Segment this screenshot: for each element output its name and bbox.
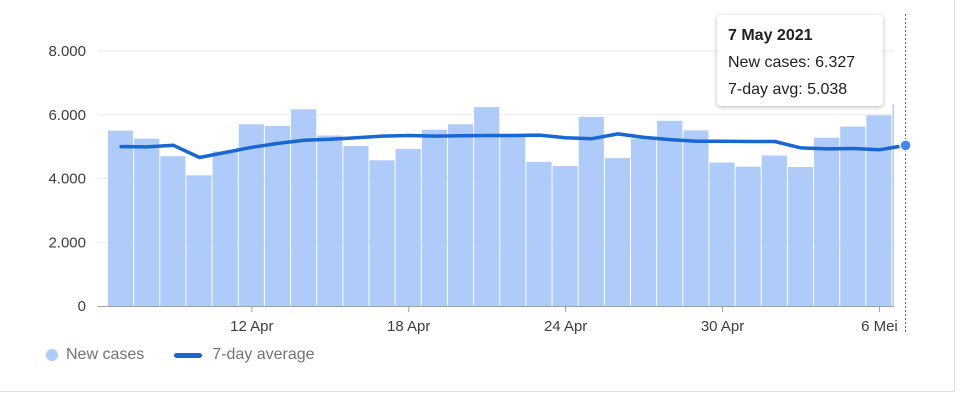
legend-label-avg: 7-day average xyxy=(212,346,315,363)
bar xyxy=(578,116,604,306)
bar xyxy=(212,151,238,306)
bar xyxy=(604,158,630,306)
legend-item-new-cases[interactable]: New cases xyxy=(46,346,144,364)
bar xyxy=(264,125,291,306)
x-tick-label: 12 Apr xyxy=(230,318,273,335)
y-tick-label: 8.000 xyxy=(48,43,86,60)
bar xyxy=(683,130,709,306)
y-tick-label: 4.000 xyxy=(48,171,86,188)
x-tick-label: 18 Apr xyxy=(387,318,430,335)
bar xyxy=(500,135,526,306)
chart-panel: 0 2.000 4.000 6.000 8.000 12 Apr 18 Apr 24 Apr 3… xyxy=(0,0,955,392)
bar xyxy=(631,138,657,306)
chart-legend: New cases 7-day average xyxy=(46,346,345,364)
bar xyxy=(761,155,787,306)
chart-tooltip: 7 May 2021 New cases: 6.327 7-day avg: 5… xyxy=(717,15,883,106)
tooltip-avg: 7-day avg: 5.038 xyxy=(728,81,848,98)
bar xyxy=(238,124,264,306)
x-tick-label: 6 Mei xyxy=(861,318,898,335)
avg-line xyxy=(119,132,908,160)
bar xyxy=(317,135,343,306)
bar xyxy=(134,138,160,306)
bar xyxy=(787,167,814,306)
bar xyxy=(526,161,552,306)
bar xyxy=(186,175,212,306)
highlight-point xyxy=(899,139,912,152)
x-tick-label: 30 Apr xyxy=(701,318,744,335)
y-tick-label: 6.000 xyxy=(48,107,86,124)
bar xyxy=(657,120,683,307)
y-tick-label: 2.000 xyxy=(48,234,86,251)
bar xyxy=(369,160,395,306)
y-tick-label: 0 xyxy=(78,298,86,315)
bar xyxy=(709,162,735,306)
bar xyxy=(421,129,447,306)
tooltip-date: 7 May 2021 xyxy=(728,27,813,44)
bar xyxy=(343,145,369,306)
bar xyxy=(735,166,761,306)
chart-canvas[interactable]: 0 2.000 4.000 6.000 8.000 12 Apr 18 Apr 24 Apr 3… xyxy=(0,0,955,392)
bar xyxy=(395,148,421,306)
legend-item-avg[interactable]: 7-day average xyxy=(174,346,315,364)
legend-swatch-line xyxy=(174,352,203,358)
bar xyxy=(160,156,186,306)
tooltip-new-cases: New cases: 6.327 xyxy=(728,54,856,71)
bar xyxy=(108,130,134,306)
bar xyxy=(866,115,892,306)
bar xyxy=(447,124,474,306)
x-tick-label: 24 Apr xyxy=(544,318,587,335)
bar xyxy=(552,166,578,306)
bar xyxy=(814,137,840,306)
bar xyxy=(840,126,866,306)
bar xyxy=(892,104,894,306)
legend-label-new-cases: New cases xyxy=(66,346,145,363)
bar xyxy=(474,107,500,306)
legend-swatch-bar xyxy=(46,349,58,361)
